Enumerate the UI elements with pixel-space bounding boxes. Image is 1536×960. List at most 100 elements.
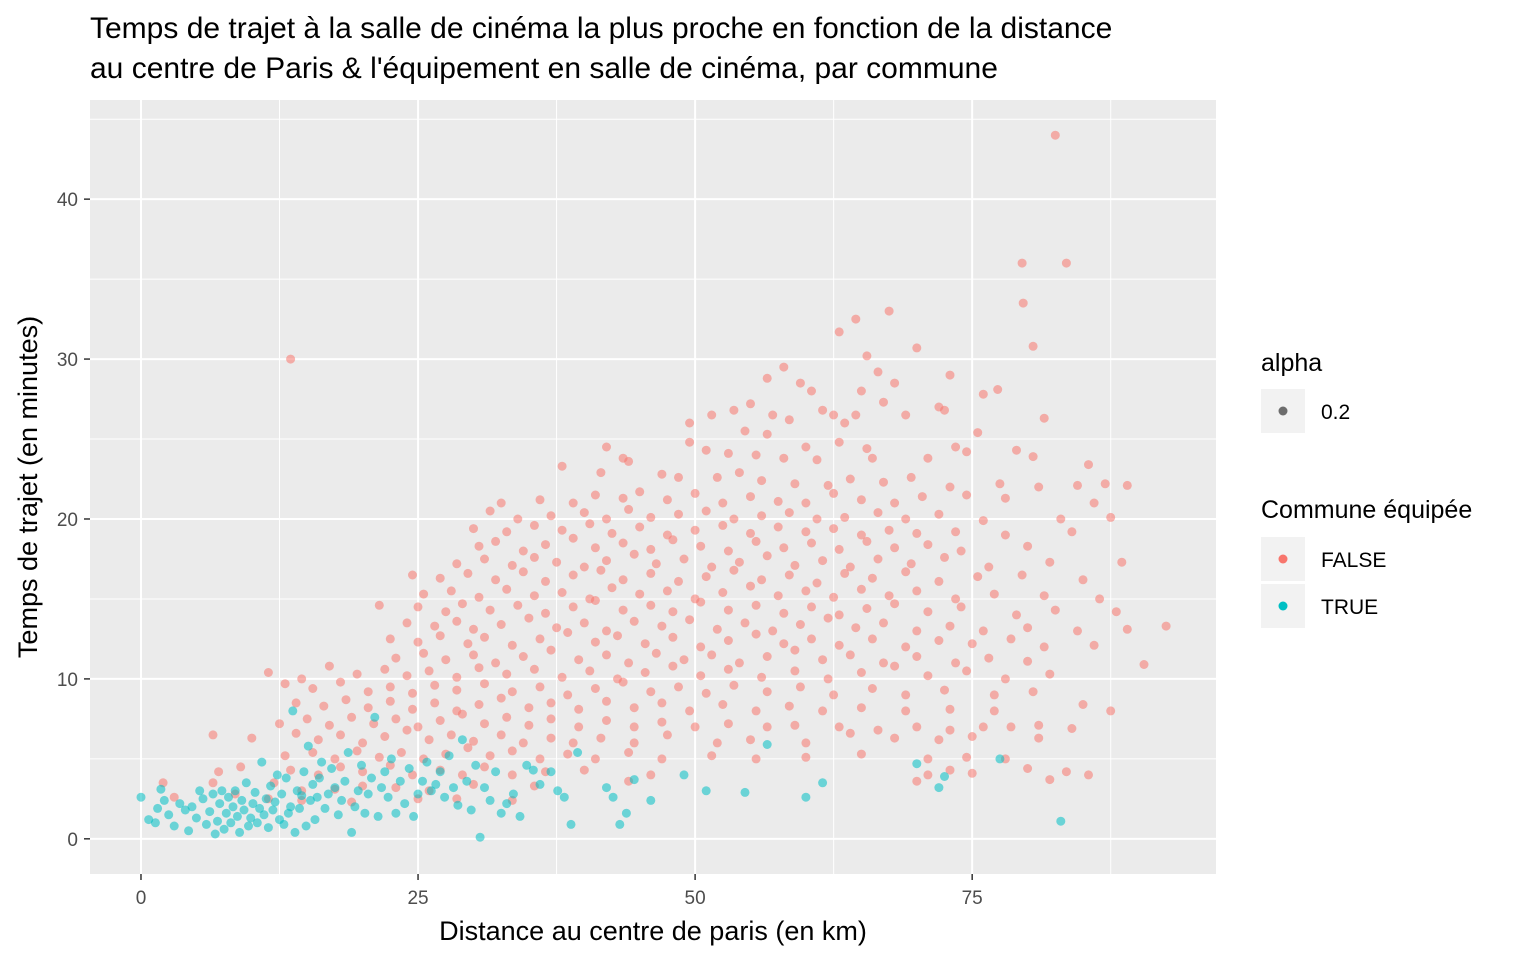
point-false [873,367,883,377]
point-true [295,803,304,813]
point-false [596,468,606,478]
point-false [768,410,778,420]
point-false [629,722,639,732]
point-false [1056,514,1066,524]
point-false [829,690,839,700]
point-false [602,696,611,706]
point-true [281,773,291,783]
point-false [535,495,545,505]
point-false [834,610,844,620]
point-true [290,827,300,837]
point-false [546,733,556,743]
point-true [395,776,405,786]
point-false [590,684,600,693]
point-false [480,554,489,564]
point-false [1023,541,1033,551]
point-false [851,623,861,633]
point-false [524,720,534,730]
point-false [690,525,700,535]
point-false [535,682,545,692]
point-false [901,410,911,420]
point-false [729,565,739,575]
point-false [912,626,922,636]
point-false [1095,594,1105,604]
point-false [463,639,473,649]
point-false [795,620,805,629]
point-false [989,690,999,700]
point-false [1067,527,1077,537]
x-tick-label: 25 [407,888,428,909]
point-false [568,498,578,508]
point-false [945,725,955,735]
point-false [901,567,911,577]
point-false [602,556,611,566]
point-true [559,792,569,802]
point-false [618,538,628,548]
point-false [901,514,911,524]
point-false [408,704,417,714]
point-true [303,741,313,751]
point-false [1100,479,1110,489]
point-true [418,776,427,786]
point-false [746,581,755,591]
point-false [419,648,429,658]
point-false [557,525,567,535]
point-true [333,810,343,820]
point-true [208,789,218,799]
point-false [480,679,489,689]
point-false [862,536,872,546]
point-true [337,795,347,805]
point-false [602,514,611,524]
point-false [596,565,606,575]
point-false [729,680,739,690]
point-false [424,666,434,676]
point-false [768,626,778,636]
point-false [1028,341,1038,351]
point-true [156,784,166,794]
point-false [956,546,966,556]
point-false [568,570,578,580]
point-true [279,819,289,829]
point-true [508,789,518,799]
point-false [1073,626,1082,636]
point-false [851,410,861,420]
point-false [723,448,733,458]
point-false [662,730,672,740]
point-false [657,698,667,708]
point-false [474,541,484,551]
point-false [618,575,628,585]
point-false [779,362,789,372]
point-false [1078,575,1088,585]
point-false [396,748,406,757]
point-false [757,511,767,521]
point-false [496,693,506,703]
point-false [962,752,972,762]
point-false [518,738,528,748]
point-true [263,823,273,833]
point-false [1000,530,1010,540]
point-false [657,717,667,727]
point-false [973,428,983,438]
point-false [718,700,728,709]
point-false [790,479,800,489]
point-false [784,415,794,425]
point-false [967,768,977,778]
point-false [890,378,900,388]
point-false [773,496,783,506]
point-true [340,776,350,786]
point-false [790,720,800,730]
point-false [1122,624,1132,634]
point-true [210,829,220,839]
point-false [840,418,850,428]
point-false [834,640,844,650]
point-false [989,706,999,716]
point-false [657,469,667,479]
point-false [668,661,678,671]
point-false [402,725,412,735]
point-false [535,634,545,644]
point-false [574,655,584,665]
point-false [502,669,512,679]
point-true [502,799,512,809]
point-true [440,792,450,802]
point-false [978,516,988,526]
